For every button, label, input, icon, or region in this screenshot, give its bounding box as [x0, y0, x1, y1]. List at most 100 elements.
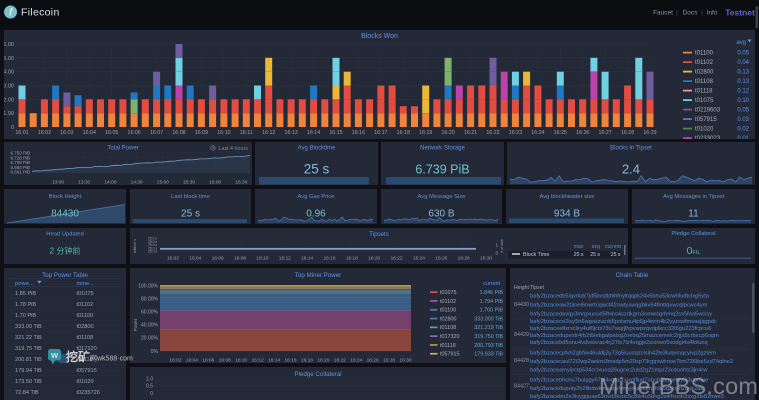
svg-text:100.00%: 100.00%: [138, 283, 158, 289]
svg-text:200.81 TiB: 200.81 TiB: [15, 357, 42, 363]
svg-text:16:30: 16:30: [480, 256, 492, 262]
svg-text:t02800: t02800: [77, 324, 94, 330]
svg-text:t01102: t01102: [440, 299, 456, 305]
svg-text:1: 1: [495, 243, 498, 248]
svg-text:6.728 PiB: 6.728 PiB: [10, 155, 30, 160]
svg-text:16:24: 16:24: [350, 358, 362, 364]
svg-text:16:06: 16:06: [128, 130, 141, 136]
svg-text:2.00: 2.00: [4, 97, 14, 103]
svg-text:1.70 PiB: 1.70 PiB: [15, 313, 36, 319]
svg-text:4.00: 4.00: [4, 70, 14, 76]
svg-text:0.01: 0.01: [737, 136, 749, 139]
svg-text:15:30: 15:30: [183, 180, 195, 186]
svg-text:16:07: 16:07: [150, 130, 163, 136]
svg-text:16:28: 16:28: [458, 256, 470, 262]
svg-text:t01108: t01108: [440, 325, 456, 331]
svg-text:11: 11: [688, 209, 699, 220]
svg-text:t01100: t01100: [695, 51, 714, 57]
svg-text:16:22: 16:22: [391, 256, 403, 262]
svg-text:Faucet: Faucet: [653, 10, 673, 17]
svg-text:16:30: 16:30: [235, 180, 247, 186]
svg-text:84429: 84429: [514, 332, 529, 338]
svg-text:6.706 PiB: 6.706 PiB: [10, 160, 30, 165]
svg-text:t01118: t01118: [440, 343, 456, 349]
svg-text:Blocks in Tipset: Blocks in Tipset: [610, 146, 652, 152]
svg-text:0.03: 0.03: [737, 117, 749, 123]
svg-text:bafy2bzaceaw2t3oel6nwrtcqwcf42: bafy2bzaceaw2t3oel6nwrtcqwcf42owtyswqgbk…: [530, 303, 708, 309]
svg-text:bafy2bzacebd5onu4vdvelxrac4rj2: bafy2bzacebd5onu4vdvelxrac4rj27io7lz4vqg…: [530, 340, 708, 346]
svg-text:mine...: mine...: [77, 281, 95, 287]
svg-text:Testnet: Testnet: [725, 8, 755, 18]
svg-text:16:14: 16:14: [301, 256, 313, 262]
svg-text:t01118: t01118: [77, 357, 93, 363]
svg-text:173.50 TiB: 173.50 TiB: [15, 379, 42, 385]
svg-text:319.75 TiB: 319.75 TiB: [15, 346, 42, 352]
svg-text:# of blks: # of blks: [500, 239, 504, 253]
svg-text:321.219 TiB: 321.219 TiB: [474, 325, 503, 331]
svg-text:t017320: t017320: [77, 346, 97, 352]
svg-text:bafy2bzaceduputy2h2libdwkmuaqv: bafy2bzaceduputy2h2libdwkmuaqvlvmyjrhzuh…: [530, 386, 703, 392]
svg-text:25.0 s: 25.0 s: [148, 240, 157, 244]
svg-text:Pledge Collateral: Pledge Collateral: [671, 231, 715, 237]
svg-text:Top Miner Power: Top Miner Power: [295, 272, 341, 279]
svg-text:Pledge Collateral: Pledge Collateral: [294, 371, 341, 378]
svg-text:14:00: 14:00: [104, 180, 116, 186]
svg-text:5.00: 5.00: [4, 56, 14, 62]
svg-text:Blocks Won: Blocks Won: [361, 33, 398, 40]
svg-text:25 s: 25 s: [611, 252, 621, 258]
svg-text:0.04: 0.04: [737, 60, 749, 66]
svg-text:0%: 0%: [151, 349, 159, 355]
svg-text:80.00%: 80.00%: [141, 296, 159, 302]
svg-text:16:02: 16:02: [38, 130, 51, 136]
svg-text:16:10: 16:10: [256, 256, 268, 262]
svg-text:16:22: 16:22: [334, 358, 346, 364]
svg-text:16:25: 16:25: [554, 130, 567, 136]
svg-text:bafy2bzaceamyijrctp534cclxuoq2: bafy2bzaceamyijrctp534cclxuoq26ugrxc2utd…: [530, 368, 708, 374]
svg-text:16:18: 16:18: [397, 130, 410, 136]
svg-text:16:09: 16:09: [195, 130, 208, 136]
svg-text:t01108: t01108: [695, 79, 714, 85]
svg-text:bafy2bzaceeflxrxcliry4ut6jctx7: bafy2bzaceeflxrxcliry4ut6jctx73s7wqrjlhp…: [530, 326, 711, 332]
svg-text:t017320: t017320: [440, 334, 460, 340]
svg-text:16:08: 16:08: [219, 358, 231, 364]
svg-text:1.85 PiB: 1.85 PiB: [15, 291, 36, 297]
svg-text:0.12: 0.12: [737, 89, 749, 95]
svg-text:6.739 PiB: 6.739 PiB: [415, 163, 469, 177]
svg-text:72.84 TiB: 72.84 TiB: [15, 390, 39, 396]
svg-text:16:05: 16:05: [105, 130, 118, 136]
svg-text:1.794 PiB: 1.794 PiB: [480, 299, 504, 305]
svg-text:t01020: t01020: [77, 379, 94, 385]
svg-text:Tipset: Tipset: [530, 285, 544, 291]
svg-text:321.22 TiB: 321.22 TiB: [15, 335, 42, 341]
svg-text:0.05: 0.05: [737, 108, 749, 114]
svg-text:16:12: 16:12: [252, 358, 264, 364]
svg-text:Filecoin: Filecoin: [21, 7, 60, 19]
svg-text:6.750 PiB: 6.750 PiB: [10, 151, 30, 156]
svg-text:16:24: 16:24: [531, 130, 544, 136]
svg-text:avg: avg: [592, 244, 600, 250]
svg-text:16:27: 16:27: [599, 130, 612, 136]
svg-text:Block Height: Block Height: [49, 194, 82, 200]
svg-text:current: current: [605, 244, 622, 250]
svg-text:Top Power Table: Top Power Table: [42, 272, 88, 279]
svg-text:84428: 84428: [514, 358, 529, 364]
svg-text:16:21: 16:21: [464, 130, 477, 136]
svg-text:333.00 TiB: 333.00 TiB: [15, 324, 42, 330]
svg-text:2 分钟前: 2 分钟前: [50, 246, 81, 256]
svg-text:16:20: 16:20: [317, 358, 329, 364]
svg-text:bafy2bzaceco2isy5n6wgsxzucrb5p: bafy2bzaceco2isy5n6wgsxzucrb5polsmu4p6jp…: [530, 319, 717, 325]
svg-text:t057915: t057915: [77, 368, 97, 374]
svg-text:333.000 TiB: 333.000 TiB: [474, 316, 503, 322]
svg-text:t0219603: t0219603: [695, 108, 721, 114]
svg-text:16:26: 16:26: [576, 130, 589, 136]
svg-text:Avg Blocktime: Avg Blocktime: [298, 146, 337, 152]
svg-text:25 s: 25 s: [304, 162, 330, 177]
svg-text:16:04: 16:04: [186, 358, 198, 364]
svg-text:13:30: 13:30: [78, 180, 90, 186]
svg-text:t01102: t01102: [77, 302, 94, 308]
svg-text:16:15: 16:15: [329, 130, 342, 136]
svg-text:16:01: 16:01: [15, 130, 28, 136]
svg-text:网wk588·com: 网wk588·com: [90, 355, 133, 363]
svg-text:avg: avg: [736, 40, 746, 46]
svg-text:0.5: 0.5: [146, 384, 153, 390]
